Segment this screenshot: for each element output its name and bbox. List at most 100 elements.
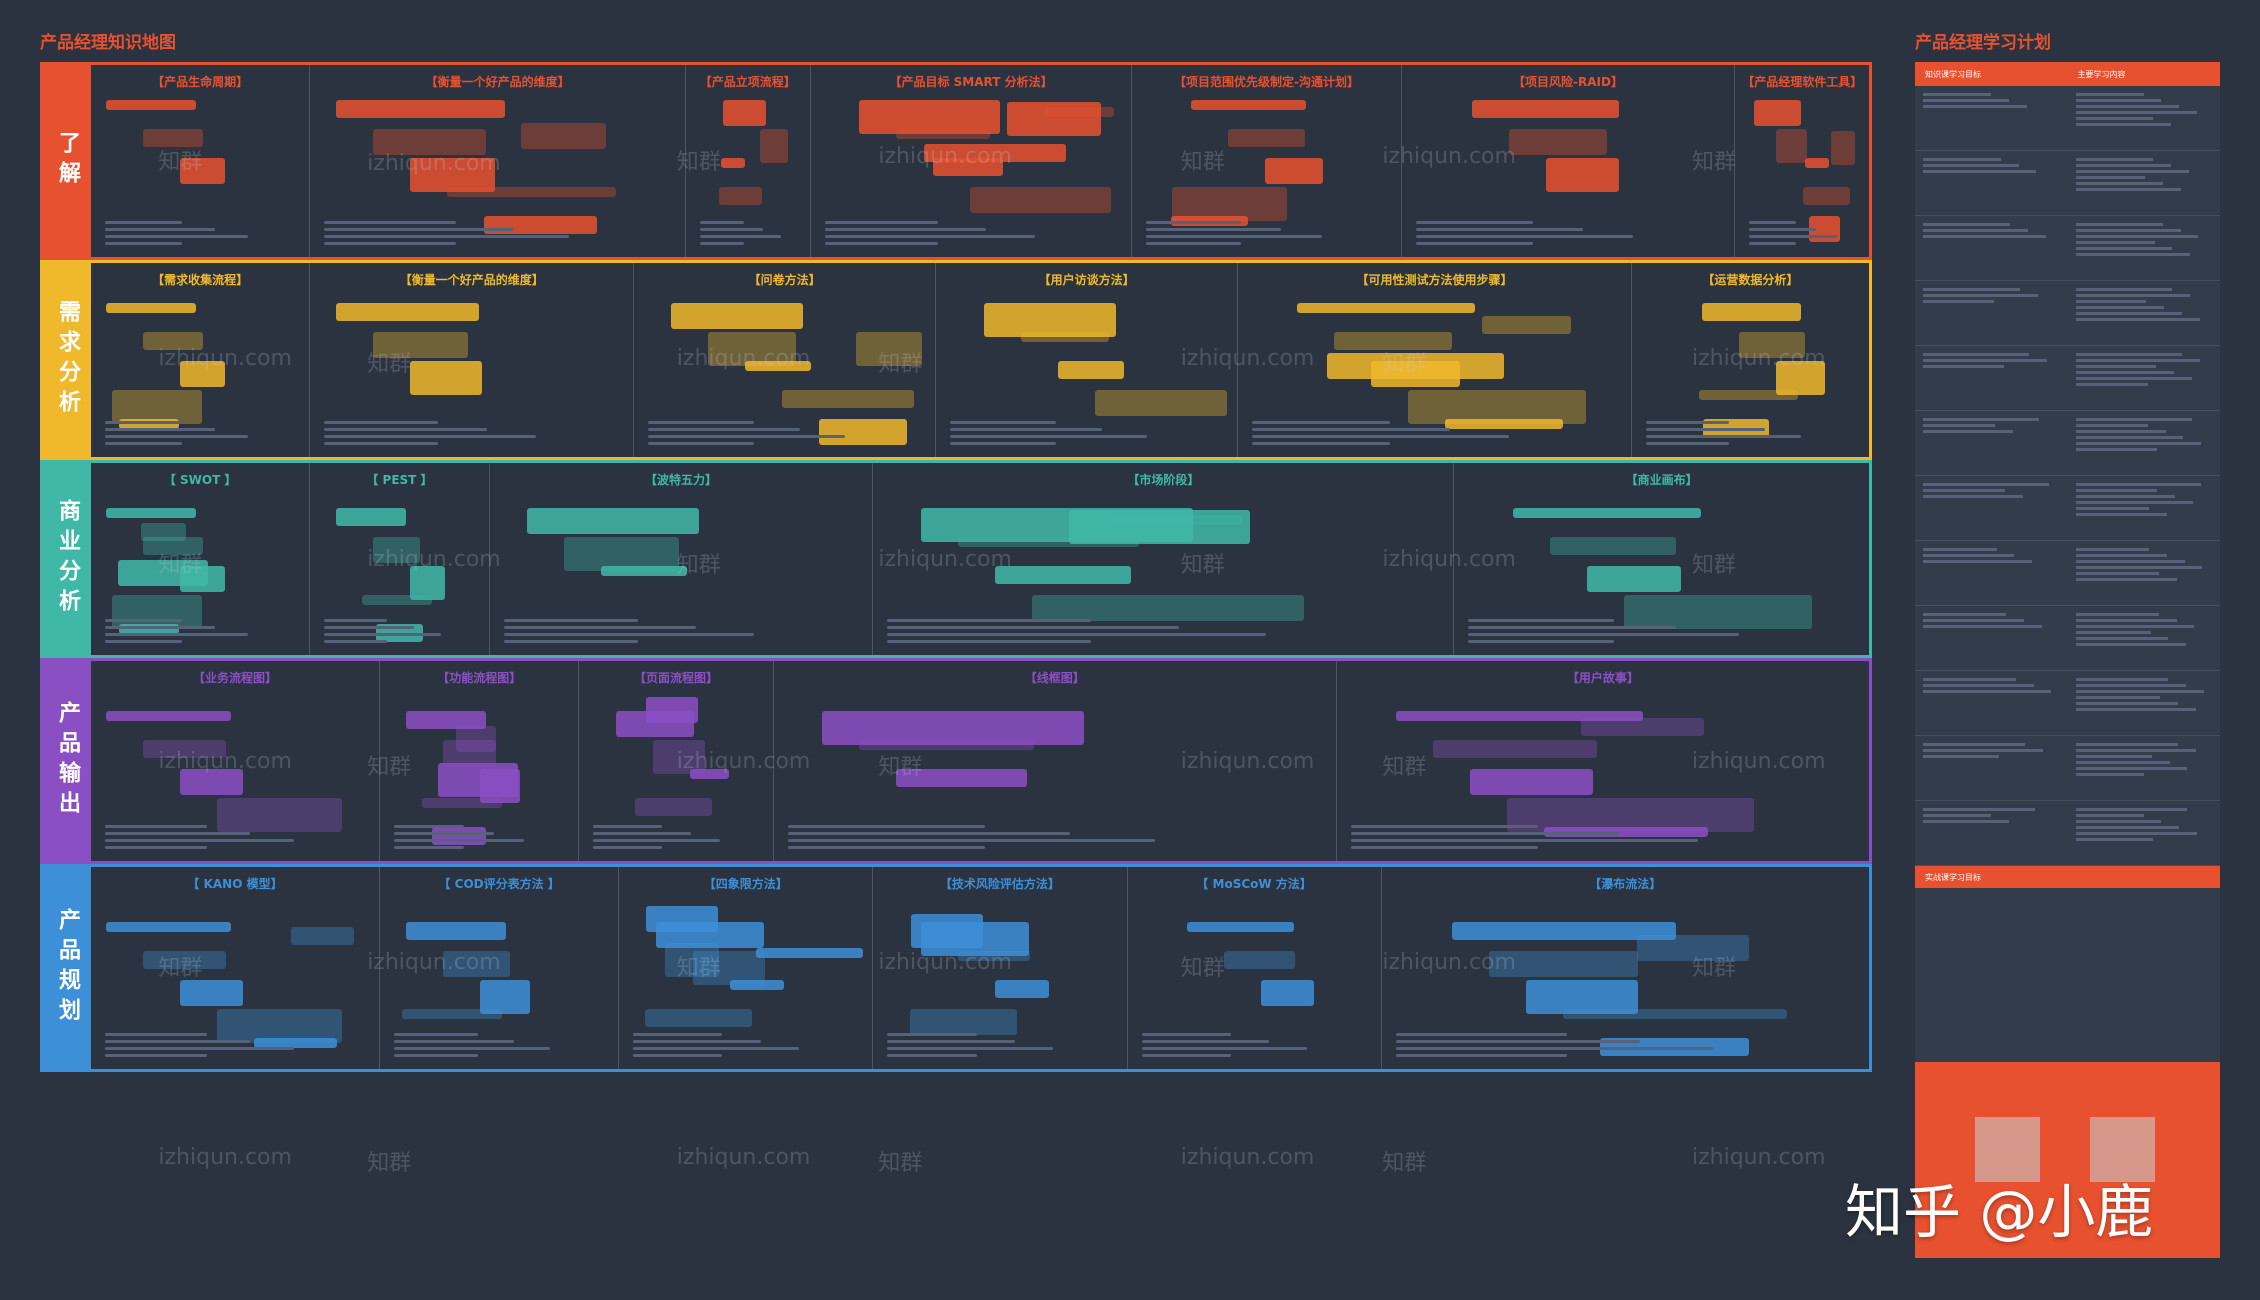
plan-cell <box>2068 476 2221 540</box>
cell-title: 【项目风险-RAID】 <box>1513 75 1623 89</box>
plan-text-line <box>2075 708 2196 711</box>
row-cells: 【 KANO 模型】 【 COD评分表方法 】 【四象限方法】 【技术风险评估方法】 【… <box>91 867 1869 1069</box>
cell-title: 【问卷方法】 <box>748 273 821 287</box>
text-line <box>1252 421 1391 424</box>
map-cell: 【产品立项流程】 <box>686 65 811 257</box>
diagram-block <box>362 595 433 605</box>
plan-text-line <box>2075 578 2177 581</box>
cell-title: 【产品生命周期】 <box>152 75 249 89</box>
map-cell: 【技术风险评估方法】 <box>873 867 1128 1069</box>
plan-cell <box>2068 86 2221 150</box>
plan-text-line <box>2075 93 2144 96</box>
plan-text-line <box>2075 105 2180 108</box>
cell-title: 【波特五力】 <box>645 473 718 487</box>
map-cell: 【业务流程图】 <box>91 661 381 861</box>
map-cell: 【波特五力】 <box>490 463 874 655</box>
text-line <box>593 825 662 828</box>
text-line <box>1252 442 1391 445</box>
diagram-block <box>1587 566 1682 592</box>
plan-text-line <box>2075 690 2204 693</box>
plan-text-line <box>2075 566 2203 569</box>
diagram-block <box>422 798 503 808</box>
plan-text-line <box>1923 548 1997 551</box>
qr-code-right <box>2090 1117 2155 1182</box>
text-line <box>1749 235 1837 238</box>
diagram-block <box>858 100 1001 134</box>
plan-row <box>1915 86 2220 151</box>
text-line <box>324 242 457 245</box>
plan-text-line <box>1923 170 2037 173</box>
plan-text-line <box>1923 235 2046 238</box>
diagram-block <box>664 943 719 977</box>
plan-text-line <box>2075 353 2182 356</box>
diagram-block <box>410 158 495 192</box>
plan-text-line <box>2075 188 2181 191</box>
text-line <box>887 626 1179 629</box>
diagram-block <box>254 1038 338 1048</box>
diagram-block <box>719 187 762 205</box>
text-line <box>1415 235 1634 238</box>
diagram-block <box>291 927 354 945</box>
plan-text-line <box>2075 158 2154 161</box>
map-cell: 【页面流程图】 <box>579 661 774 861</box>
diagram-block <box>1508 129 1607 155</box>
plan-text-line <box>2075 241 2155 244</box>
text-line <box>394 825 465 828</box>
plan-cell <box>1915 411 2068 475</box>
diagram-block <box>1395 711 1643 721</box>
plan-text-line <box>2075 702 2178 705</box>
plan-text-line <box>1923 229 2029 232</box>
cell-title: 【需求收集流程】 <box>152 273 249 287</box>
plan-text-line <box>2075 637 2169 640</box>
diagram-block <box>1223 951 1296 969</box>
diagram-block <box>1228 129 1306 147</box>
text-line <box>700 221 744 224</box>
plan-cell <box>1915 606 2068 670</box>
plan-text-line <box>1923 690 2052 693</box>
cell-title: 【商业画布】 <box>1625 473 1698 487</box>
diagram-block <box>1580 718 1705 736</box>
page-title: 产品经理知识地图 <box>40 33 176 53</box>
plan-row <box>1915 216 2220 281</box>
text-line <box>324 221 457 224</box>
plan-text-line <box>2075 170 2189 173</box>
diagram-block <box>143 740 227 758</box>
diagram-block <box>563 537 679 571</box>
diagram-block <box>1172 187 1288 221</box>
plan-text-line <box>1923 300 1994 303</box>
text-line <box>648 428 800 431</box>
plan-text-line <box>1923 495 2023 498</box>
plan-row <box>1915 541 2220 606</box>
plan-text-line <box>2075 501 2193 504</box>
row-label: 了解 <box>43 65 91 257</box>
plan-text-line <box>2075 111 2197 114</box>
qr-footer-block <box>1915 1062 2220 1258</box>
diagram-block <box>1032 595 1304 621</box>
plan-text-line <box>2075 229 2181 232</box>
map-row-1: 需求分析 【需求收集流程】 【衡量一个好产品的维度】 【问卷方法】 【用户访谈方法】 【可… <box>40 260 1872 460</box>
map-cell: 【 KANO 模型】 <box>91 867 381 1069</box>
diagram-block <box>653 740 706 774</box>
text-line <box>1468 633 1739 636</box>
row-label-text: 产品输出 <box>55 701 80 821</box>
plan-text-line <box>1923 223 2011 226</box>
diagram-block <box>1265 158 1323 184</box>
diagram-block <box>693 951 765 985</box>
cell-title: 【 COD评分表方法 】 <box>438 877 560 891</box>
text-line <box>648 421 755 424</box>
plan-title: 产品经理学习计划 <box>1915 33 2051 53</box>
row-cells: 【 SWOT 】 【 PEST 】 【波特五力】 【市场阶段】 【商业画布】 <box>91 463 1869 655</box>
text-line <box>787 846 986 849</box>
plan-cell <box>1915 671 2068 735</box>
plan-text-line <box>2075 235 2199 238</box>
plan-text-line <box>2075 572 2159 575</box>
plan-row <box>1915 151 2220 216</box>
text-line <box>105 640 182 643</box>
diagram-block <box>373 129 486 155</box>
map-cell: 【功能流程图】 <box>380 661 580 861</box>
diagram-block <box>932 158 1004 176</box>
map-cell: 【用户故事】 <box>1337 661 1869 861</box>
diagram-block <box>106 711 231 721</box>
cell-title: 【衡量一个好产品的维度】 <box>399 273 544 287</box>
text-line <box>1645 421 1730 424</box>
